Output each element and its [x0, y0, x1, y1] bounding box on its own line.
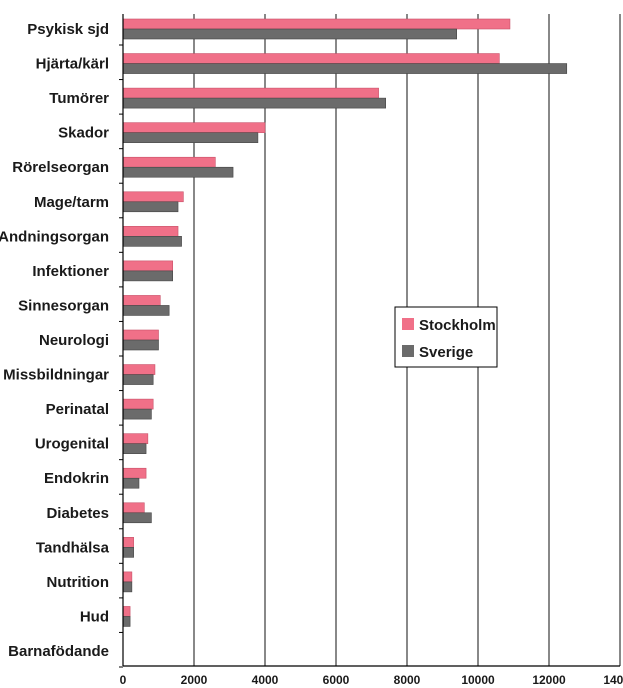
category-label: Barnafödande — [8, 643, 109, 660]
bar-sverige — [122, 374, 154, 385]
bar-sverige — [122, 236, 182, 247]
bar-sverige — [122, 166, 234, 178]
bar-stockholm — [122, 122, 266, 133]
category-label: Infektioner — [32, 263, 109, 280]
bar-stockholm — [122, 87, 379, 99]
bar-stockholm — [122, 502, 145, 514]
category-label: Skador — [58, 125, 109, 142]
bar-stockholm — [122, 18, 511, 30]
legend-swatch-sverige — [402, 345, 414, 357]
category-label: Hjärta/kärl — [36, 56, 109, 73]
bar-sverige — [122, 339, 159, 351]
bar-sverige — [122, 63, 568, 74]
bar-stockholm — [122, 260, 174, 272]
category-labels: Psykisk sjd Hjärta/kärl Tumörer Skador Rörel… — [0, 21, 123, 668]
bar-stockholm — [122, 364, 156, 375]
category-label: Tumörer — [49, 90, 109, 107]
tick-labels: 0 2000 4000 6000 8000 10000 12000 14000 — [120, 673, 623, 687]
bar-stockholm — [122, 537, 134, 548]
bar-sverige — [122, 408, 152, 420]
bar-sverige — [122, 97, 387, 109]
category-label: Diabetes — [46, 505, 109, 522]
x-tick-label: 12000 — [532, 673, 566, 687]
category-label: Nutrition — [47, 574, 109, 591]
category-label: Sinnesorgan — [18, 297, 109, 314]
category-label: Rörelseorgan — [12, 159, 109, 176]
bar-sverige — [122, 270, 174, 282]
category-label: Tandhälsa — [36, 539, 110, 556]
bar-stockholm — [122, 571, 133, 583]
category-label: Neurologi — [39, 332, 109, 349]
x-tick-label: 8000 — [394, 673, 421, 687]
category-label: Psykisk sjd — [27, 21, 109, 38]
category-label: Mage/tarm — [34, 194, 109, 211]
legend-label-sverige: Sverige — [419, 344, 473, 361]
bars — [122, 18, 568, 627]
category-label: Hud — [80, 608, 109, 625]
bar-stockholm — [122, 226, 179, 237]
bar-sverige — [122, 132, 259, 143]
bar-stockholm — [122, 329, 159, 341]
bar-stockholm — [122, 433, 149, 444]
bar-sverige — [122, 581, 133, 593]
category-label: Urogenital — [35, 436, 109, 453]
x-tick-label: 14000 — [603, 673, 623, 687]
x-tick-label: 10000 — [461, 673, 495, 687]
bar-sverige — [122, 512, 152, 524]
bar-sverige — [122, 547, 134, 558]
category-label: Missbildningar — [3, 367, 109, 384]
legend-label-stockholm: Stockholm — [419, 317, 496, 334]
bar-sverige — [122, 28, 458, 40]
bar-stockholm — [122, 295, 161, 306]
bar-sverige — [122, 477, 140, 489]
bar-stockholm — [122, 53, 500, 64]
x-tick-label: 4000 — [252, 673, 279, 687]
bar-stockholm — [122, 467, 147, 479]
bar-stockholm — [122, 156, 216, 168]
bar-sverige — [122, 443, 147, 454]
x-tick-label: 2000 — [181, 673, 208, 687]
bar-sverige — [122, 305, 170, 316]
legend-swatch-stockholm — [402, 318, 414, 330]
bar-stockholm — [122, 606, 131, 617]
bar-stockholm — [122, 191, 184, 203]
category-label: Andningsorgan — [0, 228, 109, 245]
bar-stockholm — [122, 398, 154, 410]
x-tick-label: 6000 — [323, 673, 350, 687]
bar-sverige — [122, 201, 179, 213]
legend: Stockholm Sverige — [394, 306, 498, 368]
category-label: Endokrin — [44, 470, 109, 487]
category-label: Perinatal — [46, 401, 109, 418]
x-tick-label: 0 — [120, 673, 127, 687]
bar-sverige — [122, 616, 131, 627]
